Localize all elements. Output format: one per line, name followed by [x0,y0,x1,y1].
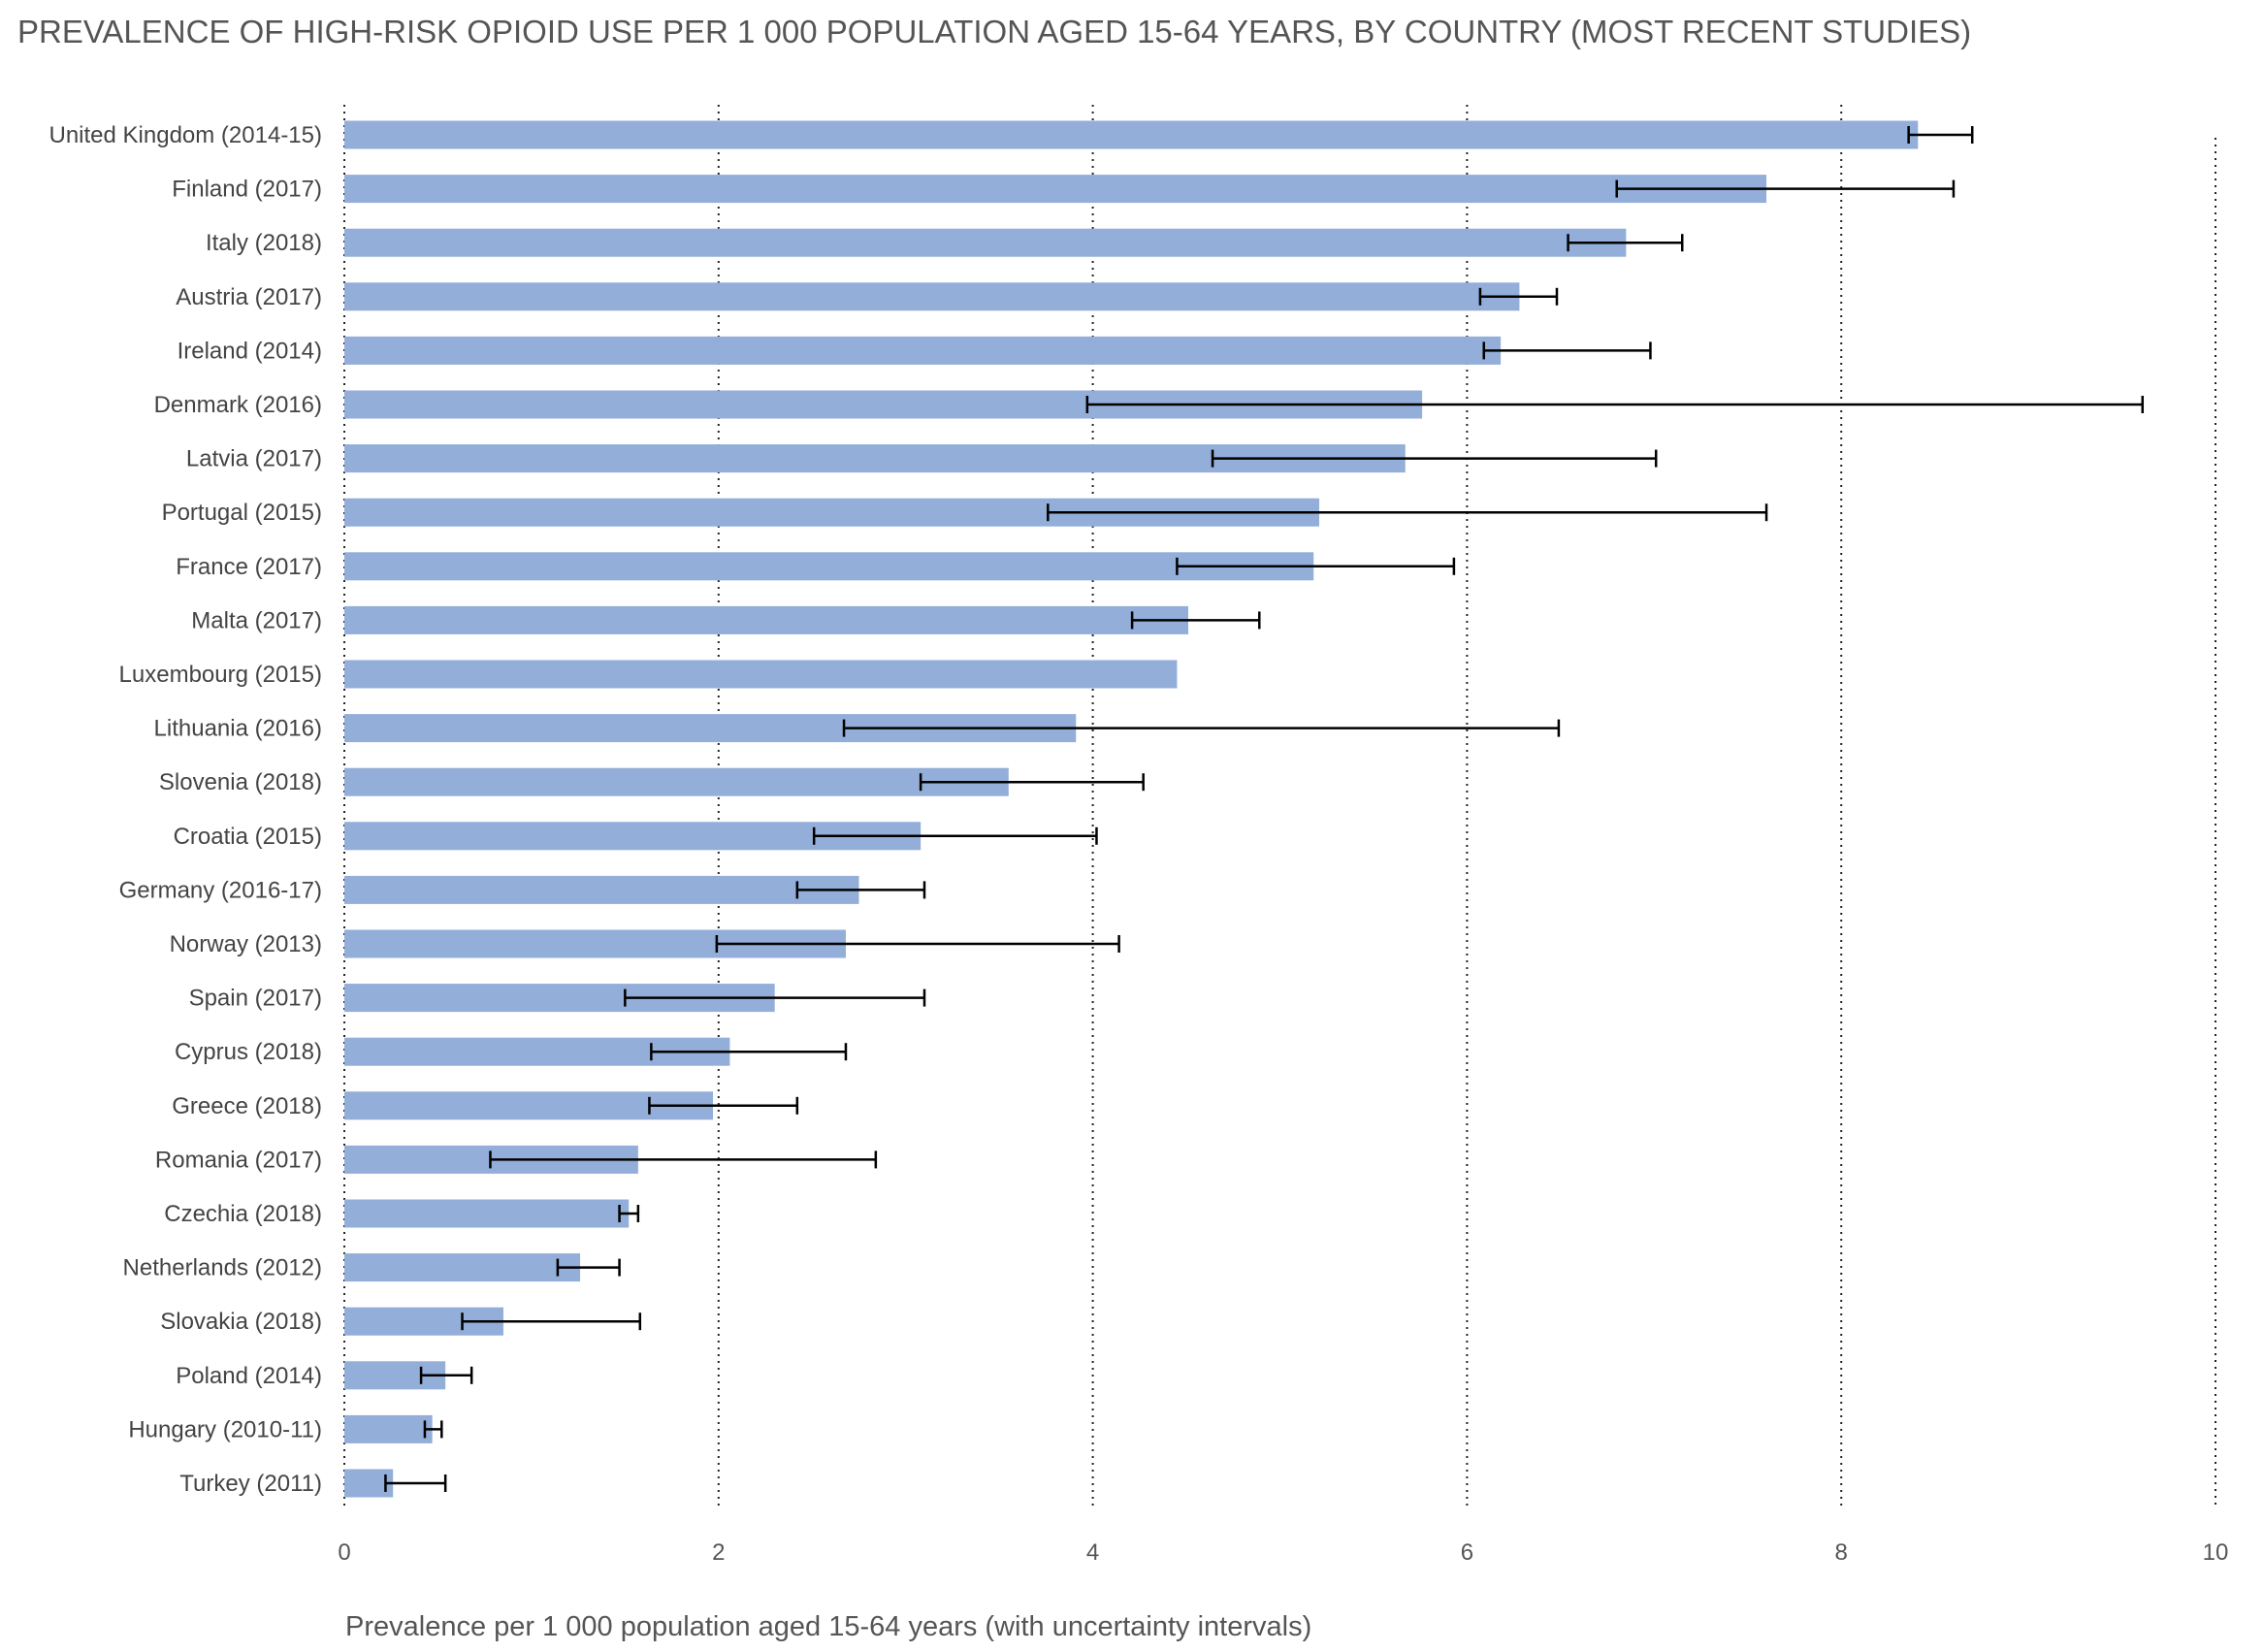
category-label: Italy (2018) [206,230,322,256]
x-tick-label: 2 [712,1539,725,1566]
category-label: Denmark (2016) [154,392,322,418]
error-bar [461,1312,642,1331]
category-label: Poland (2014) [176,1363,322,1389]
bar [344,767,1009,796]
chart-title: PREVALENCE OF HIGH-RISK OPIOID USE PER 1… [17,14,1971,49]
bar [344,228,1627,257]
category-label: Portugal (2015) [162,500,322,526]
bar [344,660,1178,689]
error-bar [624,988,926,1007]
error-bar [648,1096,799,1115]
category-label: Slovenia (2018) [159,769,322,795]
error-bar [1211,449,1658,468]
bar [344,875,859,904]
bar [344,282,1520,311]
category-label: Greece (2018) [172,1093,322,1119]
category-label: Netherlands (2012) [123,1255,322,1281]
error-bar [1907,126,1974,144]
category-label: Lithuania (2016) [154,716,322,742]
x-axis-label: Prevalence per 1 000 population aged 15-… [345,1611,1311,1642]
bar [344,1253,581,1282]
category-label: Spain (2017) [189,986,322,1012]
bar [344,1199,630,1228]
category-label: Latvia (2017) [186,446,322,472]
bar [344,120,1919,149]
error-bar [650,1043,848,1061]
x-tick-label: 0 [338,1539,350,1566]
category-label: Hungary (2010-11) [128,1416,322,1442]
error-bar [556,1258,621,1277]
category-label: Ireland (2014) [178,338,322,364]
x-tick-label: 10 [2203,1539,2229,1566]
bar [344,605,1188,634]
error-bars [384,126,2145,1492]
error-bar [419,1366,473,1384]
error-bar [1176,557,1456,575]
error-bar [1482,341,1652,360]
category-label: Croatia (2015) [174,824,322,850]
error-bar [1047,503,1768,522]
error-bar [618,1205,640,1222]
error-bar [1615,179,1956,198]
category-label: Finland (2017) [172,177,322,203]
x-tick-label: 4 [1086,1539,1099,1566]
error-bar [812,826,1098,845]
category-label: Luxembourg (2015) [119,662,322,688]
error-bar [1085,396,2145,413]
bars [344,120,1919,1498]
category-label: Malta (2017) [191,607,322,633]
error-bar [384,1474,447,1492]
category-label: Romania (2017) [155,1147,322,1173]
category-label: France (2017) [176,554,322,580]
error-bar [1130,611,1261,630]
category-label: Germany (2016-17) [119,877,322,903]
error-bar [842,719,1561,737]
bar [344,336,1502,365]
gridlines [343,105,2216,1509]
x-tick-label: 6 [1461,1539,1473,1566]
category-labels: United Kingdom (2014-15) Finland (2017) It… [49,122,323,1497]
bar [344,552,1314,581]
category-label: Cyprus (2018) [175,1039,322,1065]
error-bar [919,773,1145,792]
category-label: United Kingdom (2014-15) [49,122,323,148]
category-label: Slovakia (2018) [160,1309,322,1335]
bar [344,175,1767,204]
error-bar [715,935,1120,953]
x-tick-labels: 0 2 4 6 8 10 [338,1539,2228,1566]
error-bar [1567,234,1684,252]
error-bar [1478,287,1559,306]
bar [344,1414,433,1443]
error-bar [795,881,926,899]
category-label: Czechia (2018) [164,1201,322,1227]
x-tick-label: 8 [1835,1539,1848,1566]
error-bar [489,1150,878,1169]
category-label: Turkey (2011) [179,1471,322,1497]
category-label: Austria (2017) [176,284,322,310]
error-bar [423,1420,443,1439]
category-label: Norway (2013) [170,931,322,957]
